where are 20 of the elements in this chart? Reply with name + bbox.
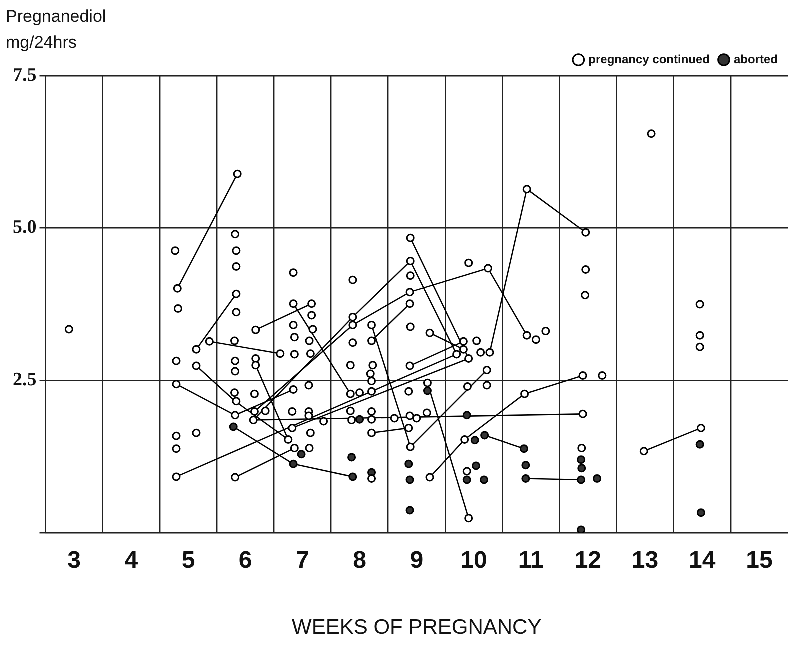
x-tick-label: 5 <box>182 547 196 574</box>
x-tick-label: 7 <box>296 547 310 574</box>
x-tick-label: 8 <box>353 547 366 574</box>
y-tick-label: 7.5 <box>13 64 37 86</box>
y-axis-title: Pregnanediol mg/24hrs <box>6 6 108 54</box>
x-tick-label: 4 <box>124 547 139 574</box>
x-tick-label: 12 <box>574 547 602 574</box>
x-axis-title: WEEKS OF PREGNANCY <box>292 616 542 640</box>
legend-label: pregnancy continued <box>588 52 710 66</box>
x-tick-label: 11 <box>518 547 544 574</box>
x-tick-label: 10 <box>460 547 488 574</box>
y-tick-label: 2.5 <box>13 370 37 391</box>
x-tick-label: 14 <box>689 547 716 574</box>
y-tick-label: 5.0 <box>13 217 37 238</box>
x-tick-label: 6 <box>238 547 252 574</box>
x-tick-label: 13 <box>632 547 659 574</box>
legend-label: aborted <box>734 52 778 66</box>
x-tick-label: 3 <box>68 547 81 574</box>
x-tick-label: 15 <box>746 547 773 574</box>
x-tick-label: 9 <box>410 547 424 574</box>
